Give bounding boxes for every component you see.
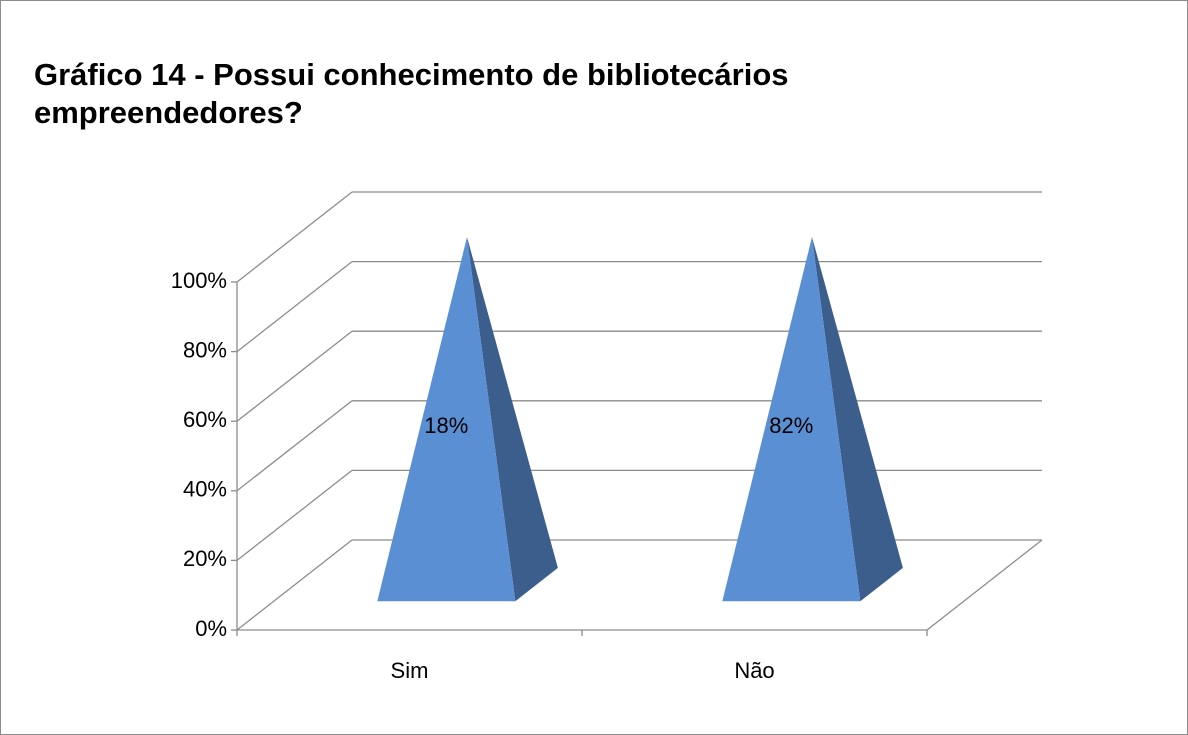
y-tick-label: 80% [183,337,227,362]
y-tick-label: 40% [183,477,227,502]
floor-edge [926,539,1043,631]
grid-line-side [236,191,353,283]
data-label: 18% [424,413,468,438]
x-tick-label: Não [734,658,774,683]
grid-line-side [236,330,353,422]
grid-line-side [236,539,353,631]
pyramid-front [722,237,861,602]
y-tick-label: 60% [183,407,227,432]
pyramid-front [377,237,516,602]
grid-line-side [236,261,353,353]
data-label: 82% [769,413,813,438]
pyramid-side [812,237,903,602]
x-tick-label: Sim [391,658,429,683]
y-tick-label: 20% [183,546,227,571]
grid-line-side [236,400,353,492]
pyramid-side [467,237,558,602]
y-tick-label: 0% [195,616,227,641]
y-tick-label: 100% [171,268,227,293]
chart-title: Gráfico 14 - Possui conhecimento de bibl… [34,57,789,130]
grid-line-side [236,469,353,561]
